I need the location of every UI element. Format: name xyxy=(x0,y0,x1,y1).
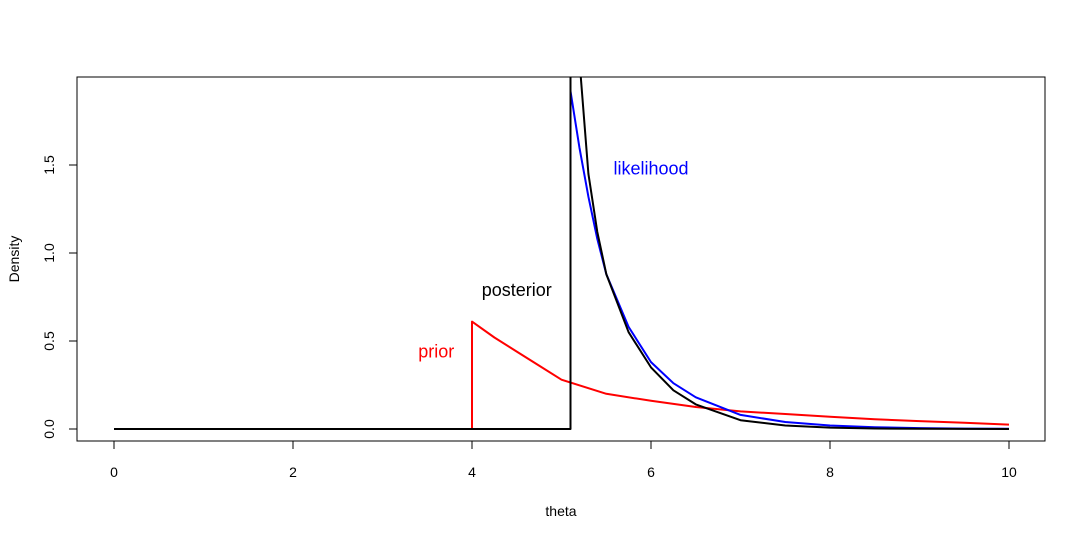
x-tick-label: 10 xyxy=(1001,464,1017,480)
annotation-label: posterior xyxy=(482,280,552,300)
x-axis-label: theta xyxy=(545,503,576,519)
y-tick-label: 1.0 xyxy=(41,243,57,263)
y-axis: 0.0 0.5 1.0 1.5 xyxy=(41,155,78,439)
x-tick-label: 8 xyxy=(826,464,834,480)
series-line xyxy=(114,320,1010,430)
y-axis-label: Density xyxy=(6,236,22,283)
x-tick-label: 6 xyxy=(647,464,655,480)
series-line xyxy=(114,77,1010,430)
annotation-label: likelihood xyxy=(613,159,688,179)
y-tick-label: 0.0 xyxy=(41,419,57,439)
series-line xyxy=(569,90,1010,430)
x-tick-label: 2 xyxy=(289,464,297,480)
y-tick-label: 1.5 xyxy=(41,155,57,175)
x-tick-label: 4 xyxy=(468,464,476,480)
annotation-layer: prior likelihood posterior xyxy=(418,159,688,362)
series-layer xyxy=(114,77,1010,430)
annotation-label: prior xyxy=(418,342,454,362)
y-tick-label: 0.5 xyxy=(41,331,57,351)
plot-frame xyxy=(76,76,1046,442)
x-tick-label: 0 xyxy=(110,464,118,480)
x-axis: 0 2 4 6 8 10 xyxy=(110,440,1017,480)
